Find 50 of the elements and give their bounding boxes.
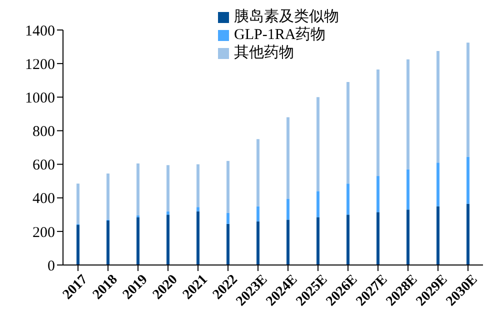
bar [196,207,200,212]
y-tick-label: 400 [32,191,55,208]
bar [316,217,320,265]
y-tick-label: 1000 [25,90,55,106]
bar [256,206,260,222]
bar [286,220,290,265]
y-tick-label: 1200 [25,56,55,73]
bar [376,212,380,265]
legend-label: 其他药物 [234,44,294,62]
bar [106,174,110,220]
bar [316,191,320,218]
bar [196,164,200,208]
bar [406,210,410,265]
bar [376,69,380,176]
bar [256,139,260,206]
bar [226,224,230,265]
bar [286,198,290,220]
bar [436,50,440,163]
bar [406,169,410,210]
legend-label: GLP-1RA药物 [234,26,326,44]
bar [436,162,440,206]
y-tick-label: 1400 [25,23,55,40]
bar [466,156,470,204]
bar [76,184,80,224]
y-tick-label: 600 [32,158,55,174]
legend-label: 胰岛素及类似物 [234,8,339,26]
bar [406,59,410,170]
bar [346,184,350,215]
y-tick-label: 800 [32,124,55,140]
bar [226,212,230,224]
bar [436,206,440,265]
bar [76,224,80,265]
bar [316,97,320,192]
bar [226,160,230,213]
bar [346,214,350,265]
bar [136,163,140,216]
y-tick-label: 200 [32,224,55,241]
bar [286,117,290,199]
bar [136,217,140,265]
y-tick-label: 0 [48,258,55,274]
bar [166,165,170,212]
bar [106,220,110,265]
bar [466,42,470,157]
bar [466,204,470,265]
bar [346,82,350,184]
bar [166,214,170,265]
bar [166,211,170,215]
bar [376,176,380,212]
bar [196,211,200,265]
bar [256,221,260,265]
